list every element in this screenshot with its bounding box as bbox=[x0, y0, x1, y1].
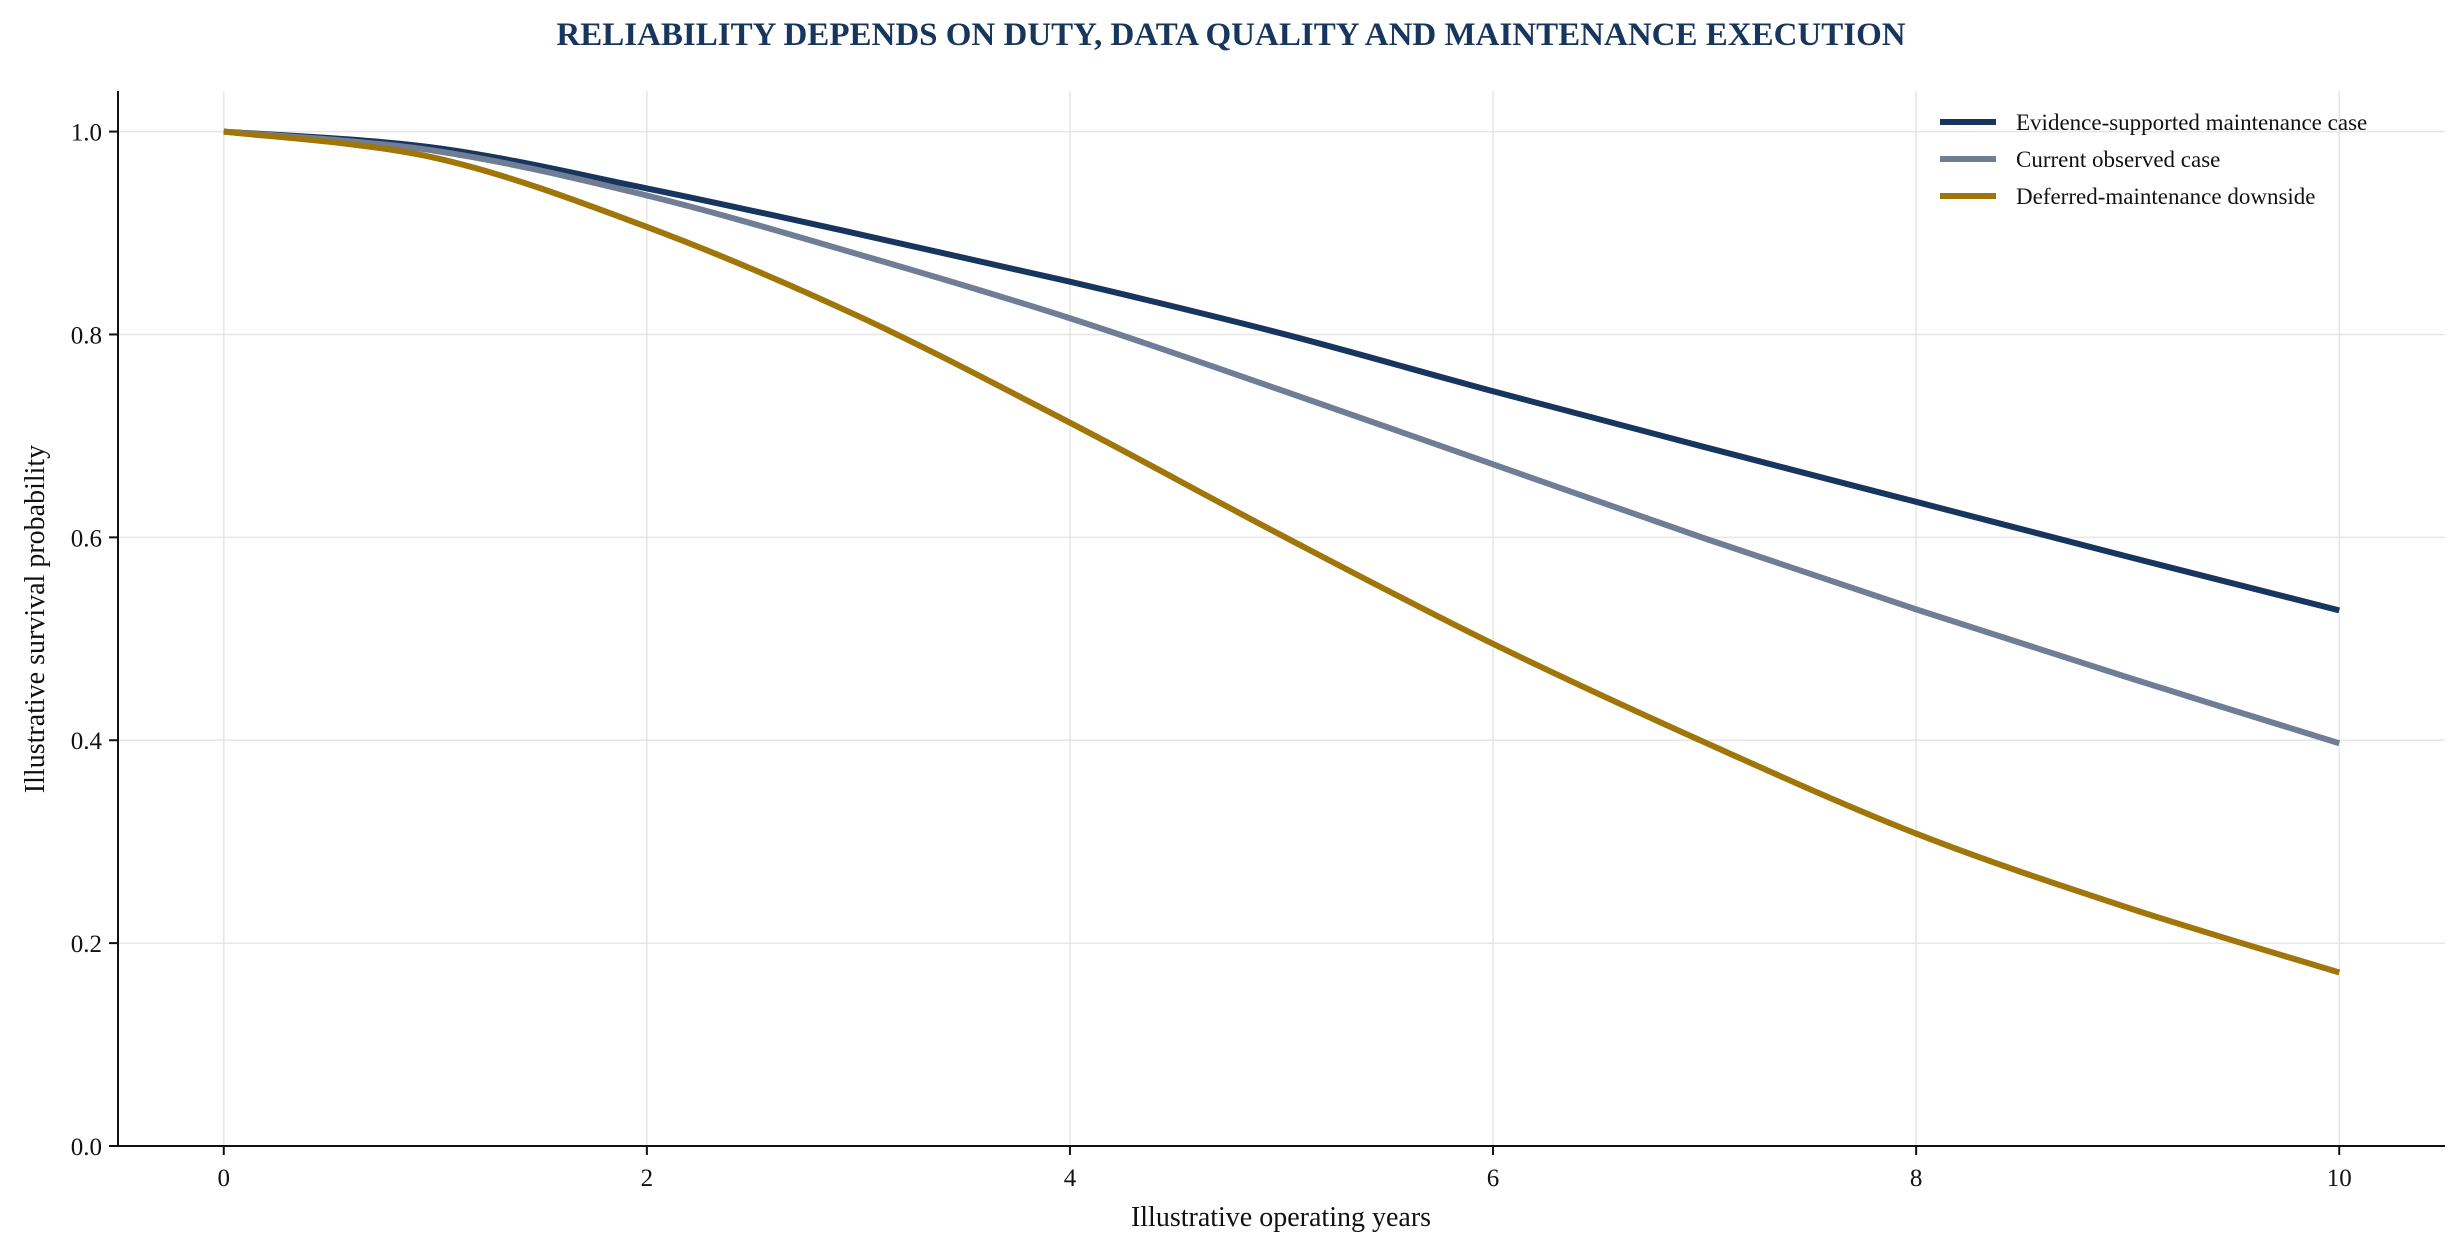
y-tick-label: 0.0 bbox=[71, 1134, 102, 1161]
legend-label: Deferred-maintenance downside bbox=[2016, 184, 2316, 209]
x-tick-label: 8 bbox=[1910, 1165, 1923, 1192]
series-line-evidence-supported-maintenance-case bbox=[223, 128, 2340, 614]
y-tick-label: 0.2 bbox=[71, 931, 102, 958]
x-tick-label: 2 bbox=[641, 1165, 654, 1192]
x-tick-label: 10 bbox=[2327, 1165, 2352, 1192]
x-tick-label: 6 bbox=[1487, 1165, 1500, 1192]
legend-label: Evidence-supported maintenance case bbox=[2016, 110, 2367, 135]
y-axis-label: Illustrative survival probability bbox=[20, 445, 51, 793]
series-lines bbox=[223, 128, 2341, 976]
axes bbox=[117, 91, 2445, 1147]
y-tick-label: 0.4 bbox=[71, 728, 103, 755]
x-axis-label: Illustrative operating years bbox=[1131, 1202, 1431, 1233]
y-tick-label: 0.8 bbox=[71, 322, 102, 349]
y-tick-label: 0.6 bbox=[71, 525, 102, 552]
legend-label: Current observed case bbox=[2016, 147, 2220, 172]
x-tick-label: 0 bbox=[218, 1165, 231, 1192]
x-tick-label: 4 bbox=[1064, 1165, 1077, 1192]
chart-title: RELIABILITY DEPENDS ON DUTY, DATA QUALIT… bbox=[556, 17, 1905, 53]
ticks: 0 2 4 6 8 10 0.0 0.2 0.4 0.6 0.8 1.0 bbox=[71, 120, 2352, 1192]
series-line-deferred-maintenance-downside bbox=[223, 128, 2341, 976]
series-line-current-observed-case bbox=[223, 128, 2341, 747]
legend: Evidence-supported maintenance case Curre… bbox=[1940, 110, 2367, 209]
grid-lines bbox=[118, 91, 2445, 1147]
y-tick-label: 1.0 bbox=[71, 120, 102, 147]
